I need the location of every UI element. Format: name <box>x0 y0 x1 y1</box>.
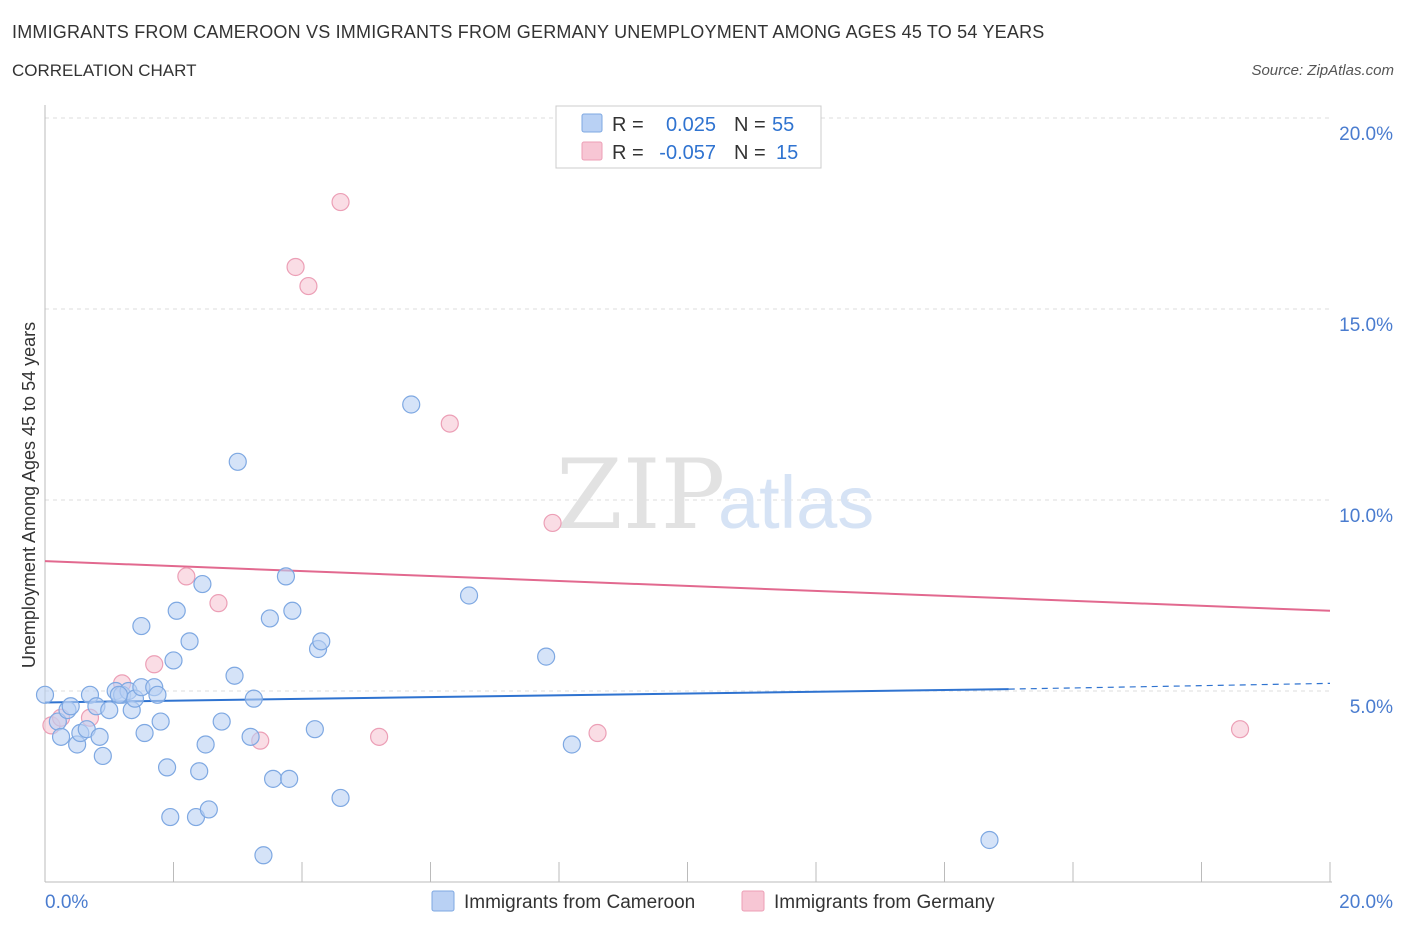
point-cameroon <box>228 452 247 471</box>
point-cameroon <box>459 586 479 605</box>
source-label: Source: ZipAtlas.com <box>1251 62 1394 79</box>
point-cameroon <box>93 746 112 766</box>
point-cameroon <box>305 720 324 739</box>
series-legend: Immigrants from Cameroon Immigrants from… <box>431 890 995 913</box>
axis-ticks: 0.0% 20.0% 5.0% 10.0% 15.0% 20.0% <box>44 124 1393 913</box>
point-germany <box>370 727 389 746</box>
point-germany <box>286 257 305 277</box>
point-cameroon <box>254 846 273 865</box>
point-cameroon <box>241 727 260 746</box>
legend-n-label-cameroon: N = <box>734 114 766 136</box>
x-tick-label: 0.0% <box>45 892 88 913</box>
chart-title: IMMIGRANTS FROM CAMEROON VS IMMIGRANTS F… <box>12 22 1045 42</box>
point-cameroon <box>35 685 55 704</box>
data-points <box>35 192 1250 865</box>
point-cameroon <box>109 685 128 704</box>
trend-line-cameroon <box>44 688 1009 704</box>
bottom-legend-label-cameroon: Immigrants from Cameroon <box>464 892 695 913</box>
point-germany <box>588 723 607 743</box>
point-cameroon <box>562 735 581 754</box>
point-cameroon <box>260 609 279 628</box>
point-cameroon <box>180 632 199 651</box>
legend-n-value-cameroon: 55 <box>772 114 794 136</box>
point-cameroon <box>135 723 154 743</box>
point-cameroon <box>280 769 299 788</box>
legend-n-value-germany: 15 <box>776 142 798 164</box>
y-tick-label: 15.0% <box>1339 315 1393 336</box>
point-germany <box>543 513 562 533</box>
legend-swatch-germany <box>581 141 603 161</box>
point-cameroon <box>331 788 350 808</box>
point-cameroon <box>312 632 331 651</box>
y-axis-label: Unemployment Among Ages 45 to 54 years <box>19 322 39 668</box>
stats-legend: R = 0.025 N = 55 R = -0.057 N = 15 <box>555 105 822 169</box>
y-tick-label: 20.0% <box>1339 124 1393 145</box>
axes <box>44 105 1332 883</box>
legend-r-label-cameroon: R = <box>612 114 644 136</box>
grid-lines <box>45 117 1330 692</box>
watermark: ZIP atlas <box>556 439 874 551</box>
watermark-zip: ZIP <box>556 439 725 551</box>
point-germany <box>331 192 350 212</box>
y-tick-label: 10.0% <box>1339 506 1393 527</box>
bottom-legend-swatch-cameroon <box>431 890 455 912</box>
legend-r-label-germany: R = <box>612 142 644 164</box>
point-germany <box>299 276 318 296</box>
point-germany <box>440 414 459 433</box>
legend-r-value-cameroon: 0.025 <box>666 114 716 136</box>
point-cameroon <box>212 712 231 731</box>
point-cameroon <box>196 735 215 754</box>
point-cameroon <box>199 800 218 819</box>
bottom-legend-label-germany: Immigrants from Germany <box>774 892 995 913</box>
trend-line-germany <box>44 560 1331 612</box>
point-cameroon <box>100 700 119 720</box>
point-cameroon <box>51 727 71 746</box>
point-cameroon <box>244 689 263 708</box>
point-cameroon <box>537 647 556 666</box>
legend-swatch-cameroon <box>581 113 603 133</box>
point-cameroon <box>402 395 421 414</box>
bottom-legend-swatch-germany <box>741 890 765 912</box>
watermark-atlas: atlas <box>718 461 874 544</box>
y-tick-label: 5.0% <box>1350 697 1393 718</box>
point-cameroon <box>276 567 296 586</box>
x-tick-label: 20.0% <box>1339 892 1393 913</box>
point-cameroon <box>161 807 180 827</box>
point-cameroon <box>263 769 283 788</box>
point-cameroon <box>164 651 183 670</box>
point-cameroon <box>980 830 999 850</box>
point-cameroon <box>61 697 80 716</box>
trend-lines <box>44 560 1331 704</box>
point-germany <box>209 594 228 613</box>
point-cameroon <box>190 762 209 781</box>
point-germany <box>145 655 164 674</box>
point-cameroon <box>151 712 170 731</box>
legend-r-value-germany: -0.057 <box>659 142 716 164</box>
legend-n-label-germany: N = <box>734 142 766 164</box>
point-cameroon <box>132 616 151 636</box>
point-cameroon <box>90 727 109 746</box>
chart-subtitle: CORRELATION CHART <box>12 61 197 80</box>
point-cameroon <box>148 685 167 704</box>
trend-line-cameroon-extension <box>1008 682 1331 690</box>
point-germany <box>177 567 196 586</box>
point-cameroon <box>225 666 244 685</box>
point-cameroon <box>167 601 186 620</box>
point-cameroon <box>193 574 212 594</box>
point-germany <box>1230 720 1250 739</box>
point-cameroon <box>283 601 302 620</box>
point-cameroon <box>157 758 177 777</box>
